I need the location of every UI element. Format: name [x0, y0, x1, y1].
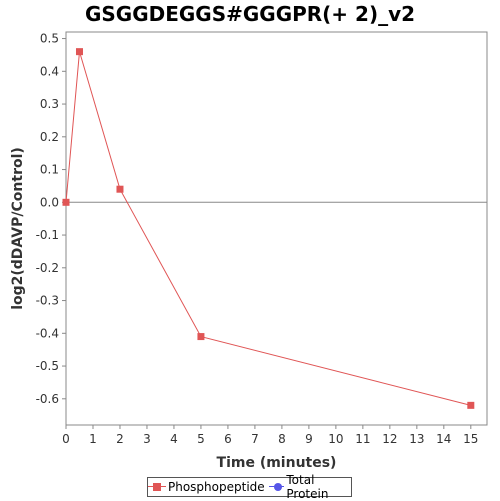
x-tick-label: 8: [278, 432, 286, 446]
plot-area: [65, 31, 488, 426]
data-point: [75, 48, 83, 56]
x-axis-ticks: 0 1 2 3 4 5 6 7 8 9 10 11 12 13 14 15: [62, 425, 478, 446]
y-axis-ticks: 0.5 0.4 0.3 0.2 0.1 0.0 -0.1 -0.2 -0.3 -0.4 -0.5 -0…: [36, 32, 66, 406]
x-tick-label: 9: [305, 432, 313, 446]
y-tick-label: 0.4: [40, 64, 59, 78]
x-tick-label: 13: [409, 432, 424, 446]
x-axis-label: Time (minutes): [217, 455, 337, 471]
x-tick-label: 1: [89, 432, 97, 446]
y-tick-label: 0.5: [40, 32, 59, 46]
y-tick-label: 0.1: [40, 163, 59, 177]
y-tick-label: -0.3: [36, 294, 59, 308]
y-tick-label: 0.2: [40, 130, 59, 144]
x-tick-label: 10: [328, 432, 343, 446]
x-tick-label: 11: [355, 432, 370, 446]
x-tick-label: 4: [170, 432, 178, 446]
x-tick-label: 6: [224, 432, 232, 446]
legend-item-total-protein: Total Protein: [268, 473, 351, 501]
y-tick-label: -0.6: [36, 392, 59, 406]
legend: Phosphopeptide Total Protein: [147, 473, 352, 501]
y-tick-label: -0.5: [36, 359, 59, 373]
y-tick-label: 0.0: [40, 195, 59, 209]
chart-title: GSGGDEGGS#GGGPR(+ 2)_v2: [84, 2, 416, 26]
x-tick-label: 5: [197, 432, 205, 446]
legend-label-phosphopeptide: Phosphopeptide: [168, 480, 265, 494]
legend-square-icon: [148, 482, 166, 492]
y-tick-label: -0.1: [36, 228, 59, 242]
x-tick-label: 14: [436, 432, 451, 446]
y-tick-label: -0.2: [36, 261, 59, 275]
x-tick-label: 15: [463, 432, 478, 446]
data-point: [62, 198, 70, 206]
x-tick-label: 2: [116, 432, 124, 446]
y-tick-label: 0.3: [40, 97, 59, 111]
legend-item-phosphopeptide: Phosphopeptide: [148, 480, 265, 494]
data-point: [197, 333, 205, 341]
x-tick-label: 3: [143, 432, 151, 446]
x-tick-label: 0: [62, 432, 70, 446]
legend-circle-icon: [268, 482, 285, 492]
y-tick-label: -0.4: [36, 326, 59, 340]
series-layer: [62, 48, 475, 409]
x-tick-label: 12: [382, 432, 397, 446]
y-axis-label: log2(dDAVP/Control): [10, 147, 26, 310]
legend-label-total-protein: Total Protein: [286, 473, 329, 501]
data-point: [116, 185, 124, 193]
data-point: [467, 401, 475, 409]
x-tick-label: 7: [251, 432, 259, 446]
